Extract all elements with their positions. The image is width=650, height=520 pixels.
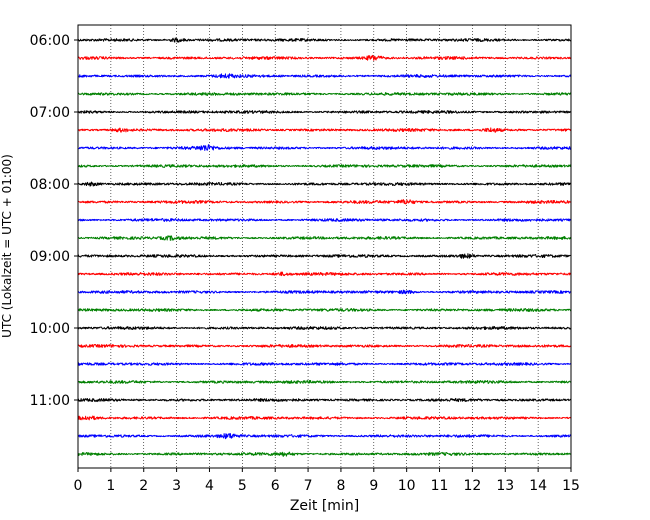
trace-2 bbox=[77, 73, 572, 79]
y-tick-label-5: 11:00 bbox=[30, 393, 70, 409]
x-tick-label-0: 0 bbox=[74, 478, 83, 494]
x-tick-label-2: 2 bbox=[139, 478, 148, 494]
y-axis: 06:00 07:00 08:00 09:00 10:00 11:00 bbox=[30, 33, 78, 409]
x-tick-label-6: 6 bbox=[271, 478, 280, 494]
y-tick-label-2: 08:00 bbox=[30, 177, 70, 193]
x-grid-lines bbox=[110, 25, 539, 468]
x-tick-label-14: 14 bbox=[529, 478, 547, 494]
plot-frame bbox=[77, 24, 572, 469]
x-tick-label-11: 11 bbox=[431, 478, 449, 494]
y-axis-label: UTC (Lokalzeit = UTC + 01:00) bbox=[0, 154, 14, 338]
trace-23 bbox=[77, 451, 572, 457]
x-tick-label-3: 3 bbox=[172, 478, 181, 494]
x-tick-label-1: 1 bbox=[106, 478, 115, 494]
trace-21 bbox=[77, 415, 572, 421]
trace-22 bbox=[77, 433, 572, 440]
trace-6 bbox=[77, 144, 572, 151]
x-tick-label-9: 9 bbox=[369, 478, 378, 494]
trace-14 bbox=[77, 289, 572, 295]
x-tick-label-4: 4 bbox=[205, 478, 214, 494]
trace-20 bbox=[77, 397, 572, 403]
trace-7 bbox=[77, 164, 572, 168]
trace-13 bbox=[77, 271, 572, 277]
trace-12 bbox=[77, 253, 572, 259]
trace-11 bbox=[77, 235, 572, 241]
x-tick-label-13: 13 bbox=[496, 478, 514, 494]
y-tick-label-4: 10:00 bbox=[30, 321, 70, 337]
trace-17 bbox=[77, 343, 572, 348]
x-tick-label-15: 15 bbox=[562, 478, 580, 494]
x-tick-label-12: 12 bbox=[463, 478, 481, 494]
trace-18 bbox=[77, 362, 572, 366]
x-tick-label-7: 7 bbox=[304, 478, 313, 494]
trace-8 bbox=[77, 181, 572, 187]
y-tick-label-3: 09:00 bbox=[30, 249, 70, 265]
x-axis: 0 1 2 3 4 5 6 7 8 9 10 11 12 13 14 15 bbox=[74, 468, 580, 494]
trace-1 bbox=[77, 54, 572, 61]
x-tick-label-10: 10 bbox=[398, 478, 416, 494]
y-tick-label-0: 06:00 bbox=[30, 33, 70, 49]
trace-3 bbox=[77, 92, 572, 96]
trace-5 bbox=[77, 127, 572, 133]
trace-9 bbox=[77, 199, 572, 205]
trace-15 bbox=[77, 308, 572, 312]
trace-10 bbox=[77, 218, 572, 222]
y-tick-label-1: 07:00 bbox=[30, 105, 70, 121]
trace-4 bbox=[77, 110, 572, 114]
x-axis-label: Zeit [min] bbox=[290, 498, 359, 514]
trace-16 bbox=[77, 325, 572, 331]
x-tick-label-8: 8 bbox=[336, 478, 345, 494]
trace-19 bbox=[77, 379, 572, 384]
helicorder-traces bbox=[77, 37, 572, 457]
x-tick-label-5: 5 bbox=[238, 478, 247, 494]
trace-0 bbox=[77, 37, 572, 43]
